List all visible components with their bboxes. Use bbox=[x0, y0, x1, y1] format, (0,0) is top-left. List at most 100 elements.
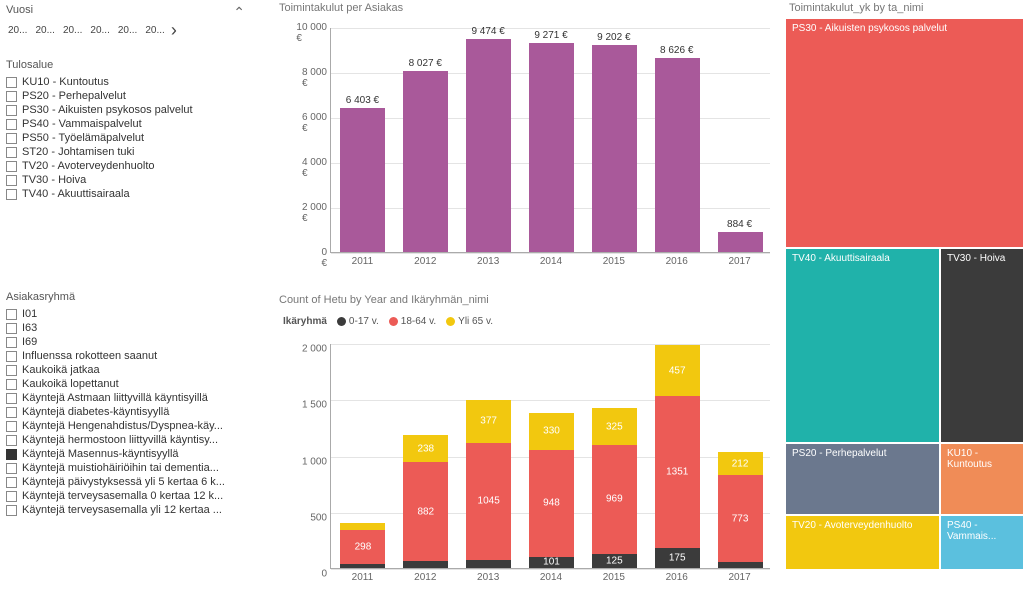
stacked-segment[interactable] bbox=[466, 560, 511, 568]
bar[interactable] bbox=[718, 232, 763, 252]
stacked-segment[interactable] bbox=[718, 562, 763, 568]
treemap-cell[interactable]: PS20 - Perhepalvelut bbox=[785, 443, 940, 515]
bar-chart[interactable]: 0 €2 000 €4 000 €6 000 €8 000 €10 000 €6… bbox=[275, 18, 775, 278]
treemap-cell[interactable]: PS40 - Vammais... bbox=[940, 515, 1024, 570]
bar[interactable] bbox=[340, 108, 385, 252]
stacked-segment[interactable]: 125 bbox=[592, 554, 637, 568]
checkbox-item[interactable]: ST20 - Johtamisen tuki bbox=[6, 145, 246, 159]
stacked-chart[interactable]: Ikäryhmä0-17 v.18-64 v.Yli 65 v. 05001 0… bbox=[275, 316, 775, 596]
checkbox-item[interactable]: PS50 - Työelämäpalvelut bbox=[6, 131, 246, 145]
checkbox-item[interactable]: Kaukoikä lopettanut bbox=[6, 377, 246, 391]
legend-item[interactable]: 0-17 v. bbox=[337, 316, 379, 327]
stacked-segment[interactable]: 330 bbox=[529, 413, 574, 450]
stacked-segment[interactable]: 1351 bbox=[655, 396, 700, 548]
vuosi-item[interactable]: 20... bbox=[61, 23, 84, 38]
chevron-right-icon[interactable]: › bbox=[171, 20, 177, 41]
checkbox-label: TV30 - Hoiva bbox=[22, 174, 86, 186]
legend-item[interactable]: Yli 65 v. bbox=[446, 316, 493, 327]
checkbox-item[interactable]: Influenssa rokotteen saanut bbox=[6, 349, 246, 363]
stacked-segment[interactable] bbox=[340, 523, 385, 530]
treemap-cell[interactable]: TV30 - Hoiva bbox=[940, 248, 1024, 443]
segment-value-label: 101 bbox=[529, 557, 574, 568]
treemap[interactable]: PS30 - Aikuisten psykosos palvelutTV40 -… bbox=[785, 18, 1024, 570]
stacked-segment[interactable]: 101 bbox=[529, 557, 574, 568]
checkbox-item[interactable]: Kaukoikä jatkaa bbox=[6, 363, 246, 377]
checkbox-label: Käyntejä muistiohäiriöihin tai dementia.… bbox=[22, 462, 219, 474]
legend-label: 18-64 v. bbox=[401, 316, 436, 327]
bar[interactable] bbox=[403, 71, 448, 252]
y-axis-label: 4 000 € bbox=[302, 157, 327, 179]
bar[interactable] bbox=[529, 43, 574, 252]
checkbox-item[interactable]: Käyntejä Masennus-käyntisyyllä bbox=[6, 447, 246, 461]
checkbox-icon bbox=[6, 407, 17, 418]
checkbox-icon bbox=[6, 175, 17, 186]
treemap-cell[interactable]: TV20 - Avoterveydenhuolto bbox=[785, 515, 940, 570]
segment-value-label: 1351 bbox=[655, 467, 700, 478]
checkbox-icon bbox=[6, 161, 17, 172]
treemap-cell[interactable]: KU10 - Kuntoutus bbox=[940, 443, 1024, 515]
segment-value-label: 325 bbox=[592, 421, 637, 432]
stacked-segment[interactable]: 212 bbox=[718, 452, 763, 476]
stacked-segment[interactable]: 1045 bbox=[466, 443, 511, 561]
y-axis-label: 1 500 bbox=[302, 400, 327, 411]
stacked-segment[interactable]: 773 bbox=[718, 475, 763, 562]
vuosi-item[interactable]: 20... bbox=[116, 23, 139, 38]
vuosi-title: Vuosi bbox=[6, 4, 249, 16]
checkbox-label: Käyntejä Hengenahdistus/Dyspnea-käy... bbox=[22, 420, 223, 432]
checkbox-item[interactable]: Käyntejä hermostoon liittyvillä käyntisy… bbox=[6, 433, 246, 447]
bar[interactable] bbox=[655, 58, 700, 252]
stacked-segment[interactable]: 948 bbox=[529, 450, 574, 557]
checkbox-icon bbox=[6, 323, 17, 334]
checkbox-item[interactable]: KU10 - Kuntoutus bbox=[6, 75, 246, 89]
y-axis-label: 500 bbox=[310, 512, 327, 523]
segment-value-label: 948 bbox=[529, 498, 574, 509]
legend-item[interactable]: 18-64 v. bbox=[389, 316, 436, 327]
stacked-segment[interactable]: 325 bbox=[592, 408, 637, 445]
vuosi-item[interactable]: 20... bbox=[88, 23, 111, 38]
stacked-segment[interactable] bbox=[340, 564, 385, 569]
checkbox-label: Käyntejä Masennus-käyntisyyllä bbox=[22, 448, 179, 460]
treemap-cell[interactable]: TV40 - Akuuttisairaala bbox=[785, 248, 940, 443]
bar[interactable] bbox=[466, 39, 511, 252]
checkbox-label: PS40 - Vammaispalvelut bbox=[22, 118, 142, 130]
checkbox-item[interactable]: I63 bbox=[6, 321, 246, 335]
checkbox-item[interactable]: I69 bbox=[6, 335, 246, 349]
checkbox-item[interactable]: Käyntejä päivystyksessä yli 5 kertaa 6 k… bbox=[6, 475, 246, 489]
y-axis-label: 2 000 € bbox=[302, 202, 327, 224]
checkbox-item[interactable]: Käyntejä diabetes-käyntisyyllä bbox=[6, 405, 246, 419]
checkbox-item[interactable]: TV20 - Avoterveydenhuolto bbox=[6, 159, 246, 173]
checkbox-label: PS30 - Aikuisten psykosos palvelut bbox=[22, 104, 193, 116]
vuosi-item[interactable]: 20... bbox=[6, 23, 29, 38]
checkbox-item[interactable]: PS40 - Vammaispalvelut bbox=[6, 117, 246, 131]
checkbox-label: I01 bbox=[22, 308, 37, 320]
stacked-segment[interactable]: 238 bbox=[403, 435, 448, 462]
vuosi-item[interactable]: 20... bbox=[33, 23, 56, 38]
checkbox-item[interactable]: Käyntejä Hengenahdistus/Dyspnea-käy... bbox=[6, 419, 246, 433]
vuosi-item[interactable]: 20... bbox=[143, 23, 166, 38]
checkbox-item[interactable]: PS20 - Perhepalvelut bbox=[6, 89, 246, 103]
stacked-segment[interactable]: 457 bbox=[655, 345, 700, 396]
checkbox-icon bbox=[6, 119, 17, 130]
stacked-segment[interactable]: 882 bbox=[403, 462, 448, 561]
checkbox-item[interactable]: I01 bbox=[6, 307, 246, 321]
chevron-up-icon[interactable]: ⌃ bbox=[233, 4, 245, 21]
checkbox-item[interactable]: Käyntejä Astmaan liittyvillä käyntisyill… bbox=[6, 391, 246, 405]
checkbox-icon bbox=[6, 91, 17, 102]
checkbox-item[interactable]: TV40 - Akuuttisairaala bbox=[6, 187, 246, 201]
checkbox-item[interactable]: PS30 - Aikuisten psykosos palvelut bbox=[6, 103, 246, 117]
segment-value-label: 969 bbox=[592, 494, 637, 505]
treemap-cell[interactable]: PS30 - Aikuisten psykosos palvelut bbox=[785, 18, 1024, 248]
legend-label: Yli 65 v. bbox=[458, 316, 493, 327]
segment-value-label: 298 bbox=[340, 541, 385, 552]
stacked-segment[interactable]: 298 bbox=[340, 530, 385, 564]
stacked-segment[interactable]: 969 bbox=[592, 445, 637, 554]
stacked-segment[interactable]: 175 bbox=[655, 548, 700, 568]
checkbox-item[interactable]: Käyntejä terveysasemalla yli 12 kertaa .… bbox=[6, 503, 246, 517]
stacked-segment[interactable]: 377 bbox=[466, 400, 511, 442]
checkbox-item[interactable]: Käyntejä terveysasemalla 0 kertaa 12 k..… bbox=[6, 489, 246, 503]
checkbox-item[interactable]: Käyntejä muistiohäiriöihin tai dementia.… bbox=[6, 461, 246, 475]
bar[interactable] bbox=[592, 45, 637, 252]
checkbox-item[interactable]: TV30 - Hoiva bbox=[6, 173, 246, 187]
checkbox-icon bbox=[6, 435, 17, 446]
stacked-segment[interactable] bbox=[403, 561, 448, 568]
